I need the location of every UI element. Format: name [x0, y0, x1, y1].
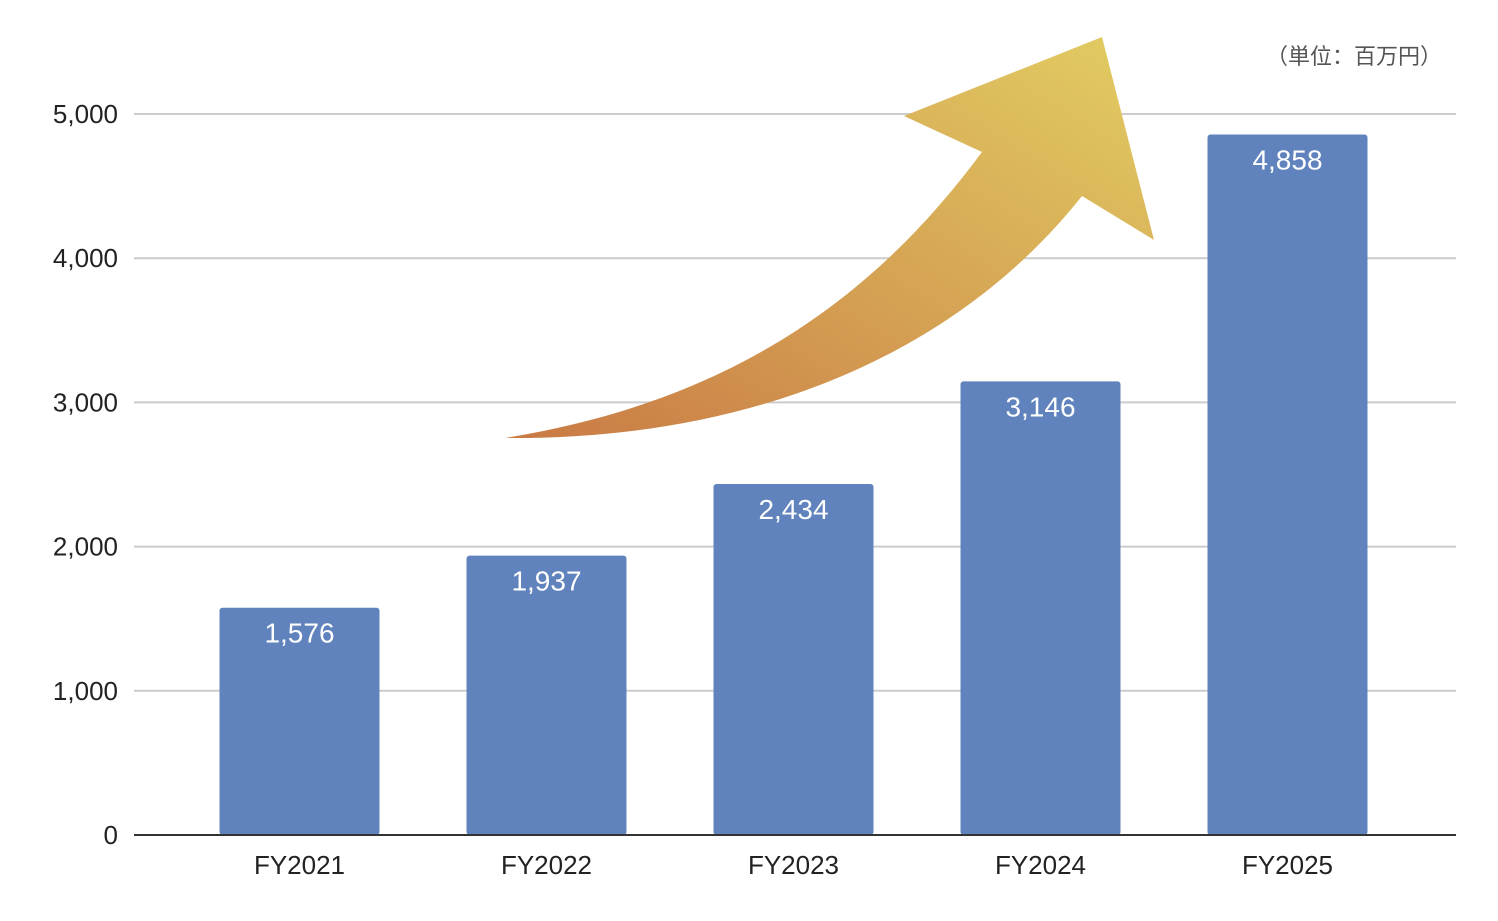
y-axis-tick-labels: 0 1,000 2,000 3,000 4,000 5,000 [53, 99, 118, 850]
data-label-fy2025: 4,858 [1252, 144, 1322, 175]
x-label-fy2023: FY2023 [748, 850, 839, 880]
unit-label: （単位：百万円） [1266, 45, 1442, 70]
x-label-fy2024: FY2024 [995, 850, 1086, 880]
bar-fy2022 [466, 555, 627, 835]
x-axis-labels: FY2021 FY2022 FY2023 FY2024 FY2025 [254, 850, 1333, 880]
y-tick-label: 2,000 [53, 532, 118, 562]
y-tick-label: 1,000 [53, 676, 118, 706]
data-label-fy2021: 1,576 [264, 618, 334, 649]
x-label-fy2025: FY2025 [1242, 850, 1333, 880]
bar-fy2021 [219, 607, 380, 835]
x-label-fy2021: FY2021 [254, 850, 345, 880]
y-tick-label: 0 [104, 820, 118, 850]
y-tick-label: 5,000 [53, 99, 118, 129]
bars [219, 134, 1368, 836]
bar-fy2023 [713, 484, 874, 835]
data-label-fy2024: 3,146 [1005, 391, 1075, 422]
x-label-fy2022: FY2022 [501, 850, 592, 880]
y-tick-label: 4,000 [53, 243, 118, 273]
growth-arrow-icon [505, 37, 1154, 439]
bar-fy2025 [1207, 134, 1368, 836]
data-label-fy2023: 2,434 [758, 494, 828, 525]
y-tick-label: 3,000 [53, 387, 118, 417]
bar-fy2024 [960, 381, 1121, 835]
data-labels: 1,576 1,937 2,434 3,146 4,858 [264, 144, 1322, 648]
data-label-fy2022: 1,937 [511, 566, 581, 597]
